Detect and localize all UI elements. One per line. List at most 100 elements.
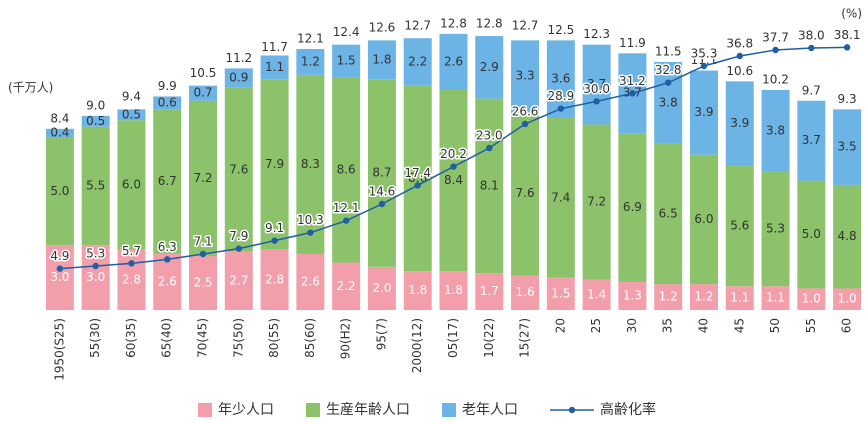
value-label: 3.0 bbox=[50, 270, 69, 284]
x-tick-label: 90(H2) bbox=[339, 318, 353, 359]
legend-label: 年少人口 bbox=[218, 402, 274, 418]
x-tick-label: 10(22) bbox=[482, 318, 496, 358]
rate-point bbox=[736, 52, 743, 60]
bar-segment bbox=[45, 128, 74, 138]
x-tick-label: 55 bbox=[804, 318, 818, 333]
value-label: 6.9 bbox=[623, 200, 642, 214]
x-tick-label: 05(17) bbox=[446, 318, 460, 358]
value-label: 1.7 bbox=[480, 284, 499, 298]
rate-point bbox=[843, 44, 851, 51]
x-tick-label: 1950(S25) bbox=[52, 318, 66, 381]
rate-label: 26.6 bbox=[512, 105, 539, 119]
value-label: 1.0 bbox=[802, 292, 821, 306]
bar-segment bbox=[761, 171, 790, 287]
value-label: 2.6 bbox=[301, 274, 320, 288]
value-label: 5.0 bbox=[802, 227, 821, 241]
rate-point bbox=[271, 237, 278, 244]
bar-segment bbox=[511, 275, 540, 310]
bar-segment bbox=[117, 109, 146, 121]
bar-segment bbox=[654, 61, 683, 144]
rate-label: 12.1 bbox=[333, 201, 360, 215]
rate-label: 5.3 bbox=[86, 247, 105, 261]
value-label: 0.7 bbox=[193, 86, 212, 100]
total-label: 12.7 bbox=[512, 19, 539, 33]
bar-segment bbox=[439, 271, 468, 310]
bar-segment bbox=[725, 286, 754, 310]
value-label: 6.0 bbox=[694, 212, 713, 226]
value-label: 7.6 bbox=[516, 186, 535, 200]
rate-label: 37.7 bbox=[762, 31, 789, 45]
total-label: 11.2 bbox=[225, 51, 252, 65]
rate-point bbox=[199, 250, 207, 258]
bar-segment bbox=[81, 115, 110, 127]
bar-segment bbox=[189, 100, 218, 257]
x-tick-label: 80(55) bbox=[267, 318, 281, 358]
rate-label: 31.2 bbox=[619, 74, 646, 88]
value-label: 6.0 bbox=[122, 177, 141, 191]
bar-segment bbox=[475, 36, 504, 99]
x-tick-label: 55(30) bbox=[88, 318, 102, 358]
x-tick-label: 70(45) bbox=[196, 318, 210, 358]
total-label: 10.5 bbox=[190, 66, 217, 80]
bar-segment bbox=[153, 253, 182, 310]
rate-label: 6.3 bbox=[158, 240, 177, 254]
rate-label: 5.7 bbox=[122, 244, 141, 258]
bar-segment bbox=[761, 286, 790, 310]
legend-item: 生産年齢人口 bbox=[306, 402, 410, 418]
x-tick-label: 30 bbox=[625, 318, 639, 333]
x-tick-label: 65(40) bbox=[160, 318, 174, 358]
bar-segment bbox=[797, 288, 826, 310]
value-label: 0.6 bbox=[158, 95, 177, 109]
total-label: 10.6 bbox=[726, 64, 753, 78]
value-label: 1.1 bbox=[766, 291, 785, 305]
total-label: 9.0 bbox=[86, 98, 105, 112]
bar-segment bbox=[260, 79, 289, 250]
value-label: 6.5 bbox=[659, 207, 678, 221]
rate-label: 4.9 bbox=[50, 249, 69, 263]
bar-segment bbox=[296, 74, 325, 254]
bar-segment bbox=[511, 40, 540, 112]
value-label: 3.8 bbox=[766, 123, 785, 137]
bar-segment bbox=[725, 165, 754, 287]
legend-item: 年少人口 bbox=[198, 402, 274, 418]
rate-point bbox=[664, 79, 672, 86]
bar-segment bbox=[761, 89, 790, 172]
value-label: 8.6 bbox=[408, 171, 427, 185]
rate-point bbox=[235, 245, 243, 252]
rate-label: 20.2 bbox=[440, 147, 467, 161]
rate-point bbox=[557, 105, 565, 112]
bar-segment bbox=[618, 281, 647, 310]
rate-point bbox=[808, 44, 815, 52]
bar-segment bbox=[224, 251, 253, 310]
bar-segment bbox=[332, 77, 361, 263]
x-tick-label: 25 bbox=[589, 318, 603, 333]
value-label: 7.2 bbox=[193, 171, 212, 185]
bar-segment bbox=[403, 271, 432, 310]
legend-swatch bbox=[442, 403, 456, 417]
value-label: 7.6 bbox=[229, 162, 248, 176]
total-label: 10.2 bbox=[762, 72, 789, 86]
x-tick-label: 85(60) bbox=[303, 318, 317, 358]
total-label: 12.7 bbox=[404, 19, 431, 33]
bar-segment bbox=[833, 184, 862, 289]
bar-segment bbox=[224, 87, 253, 252]
value-label: 3.3 bbox=[516, 68, 535, 82]
value-label: 2.8 bbox=[265, 272, 284, 286]
bar-segment bbox=[153, 96, 182, 110]
value-label: 2.7 bbox=[229, 273, 248, 287]
value-label: 2.9 bbox=[480, 60, 499, 74]
bar-segment bbox=[546, 118, 575, 278]
rate-label: 32.8 bbox=[655, 63, 682, 77]
total-label: 12.3 bbox=[583, 27, 610, 41]
x-tick-label: 40 bbox=[696, 318, 710, 333]
bar-segment bbox=[797, 100, 826, 181]
value-label: 7.9 bbox=[265, 157, 284, 171]
bar-segment bbox=[439, 33, 468, 90]
value-label: 2.6 bbox=[444, 54, 463, 68]
x-tick-label: 20 bbox=[553, 318, 567, 333]
total-label: 12.5 bbox=[547, 23, 574, 37]
x-tick-label: 95(7) bbox=[374, 318, 388, 350]
value-label: 3.9 bbox=[694, 105, 713, 119]
y-unit: (千万人) bbox=[8, 81, 53, 95]
rate-label: 7.9 bbox=[229, 229, 248, 243]
